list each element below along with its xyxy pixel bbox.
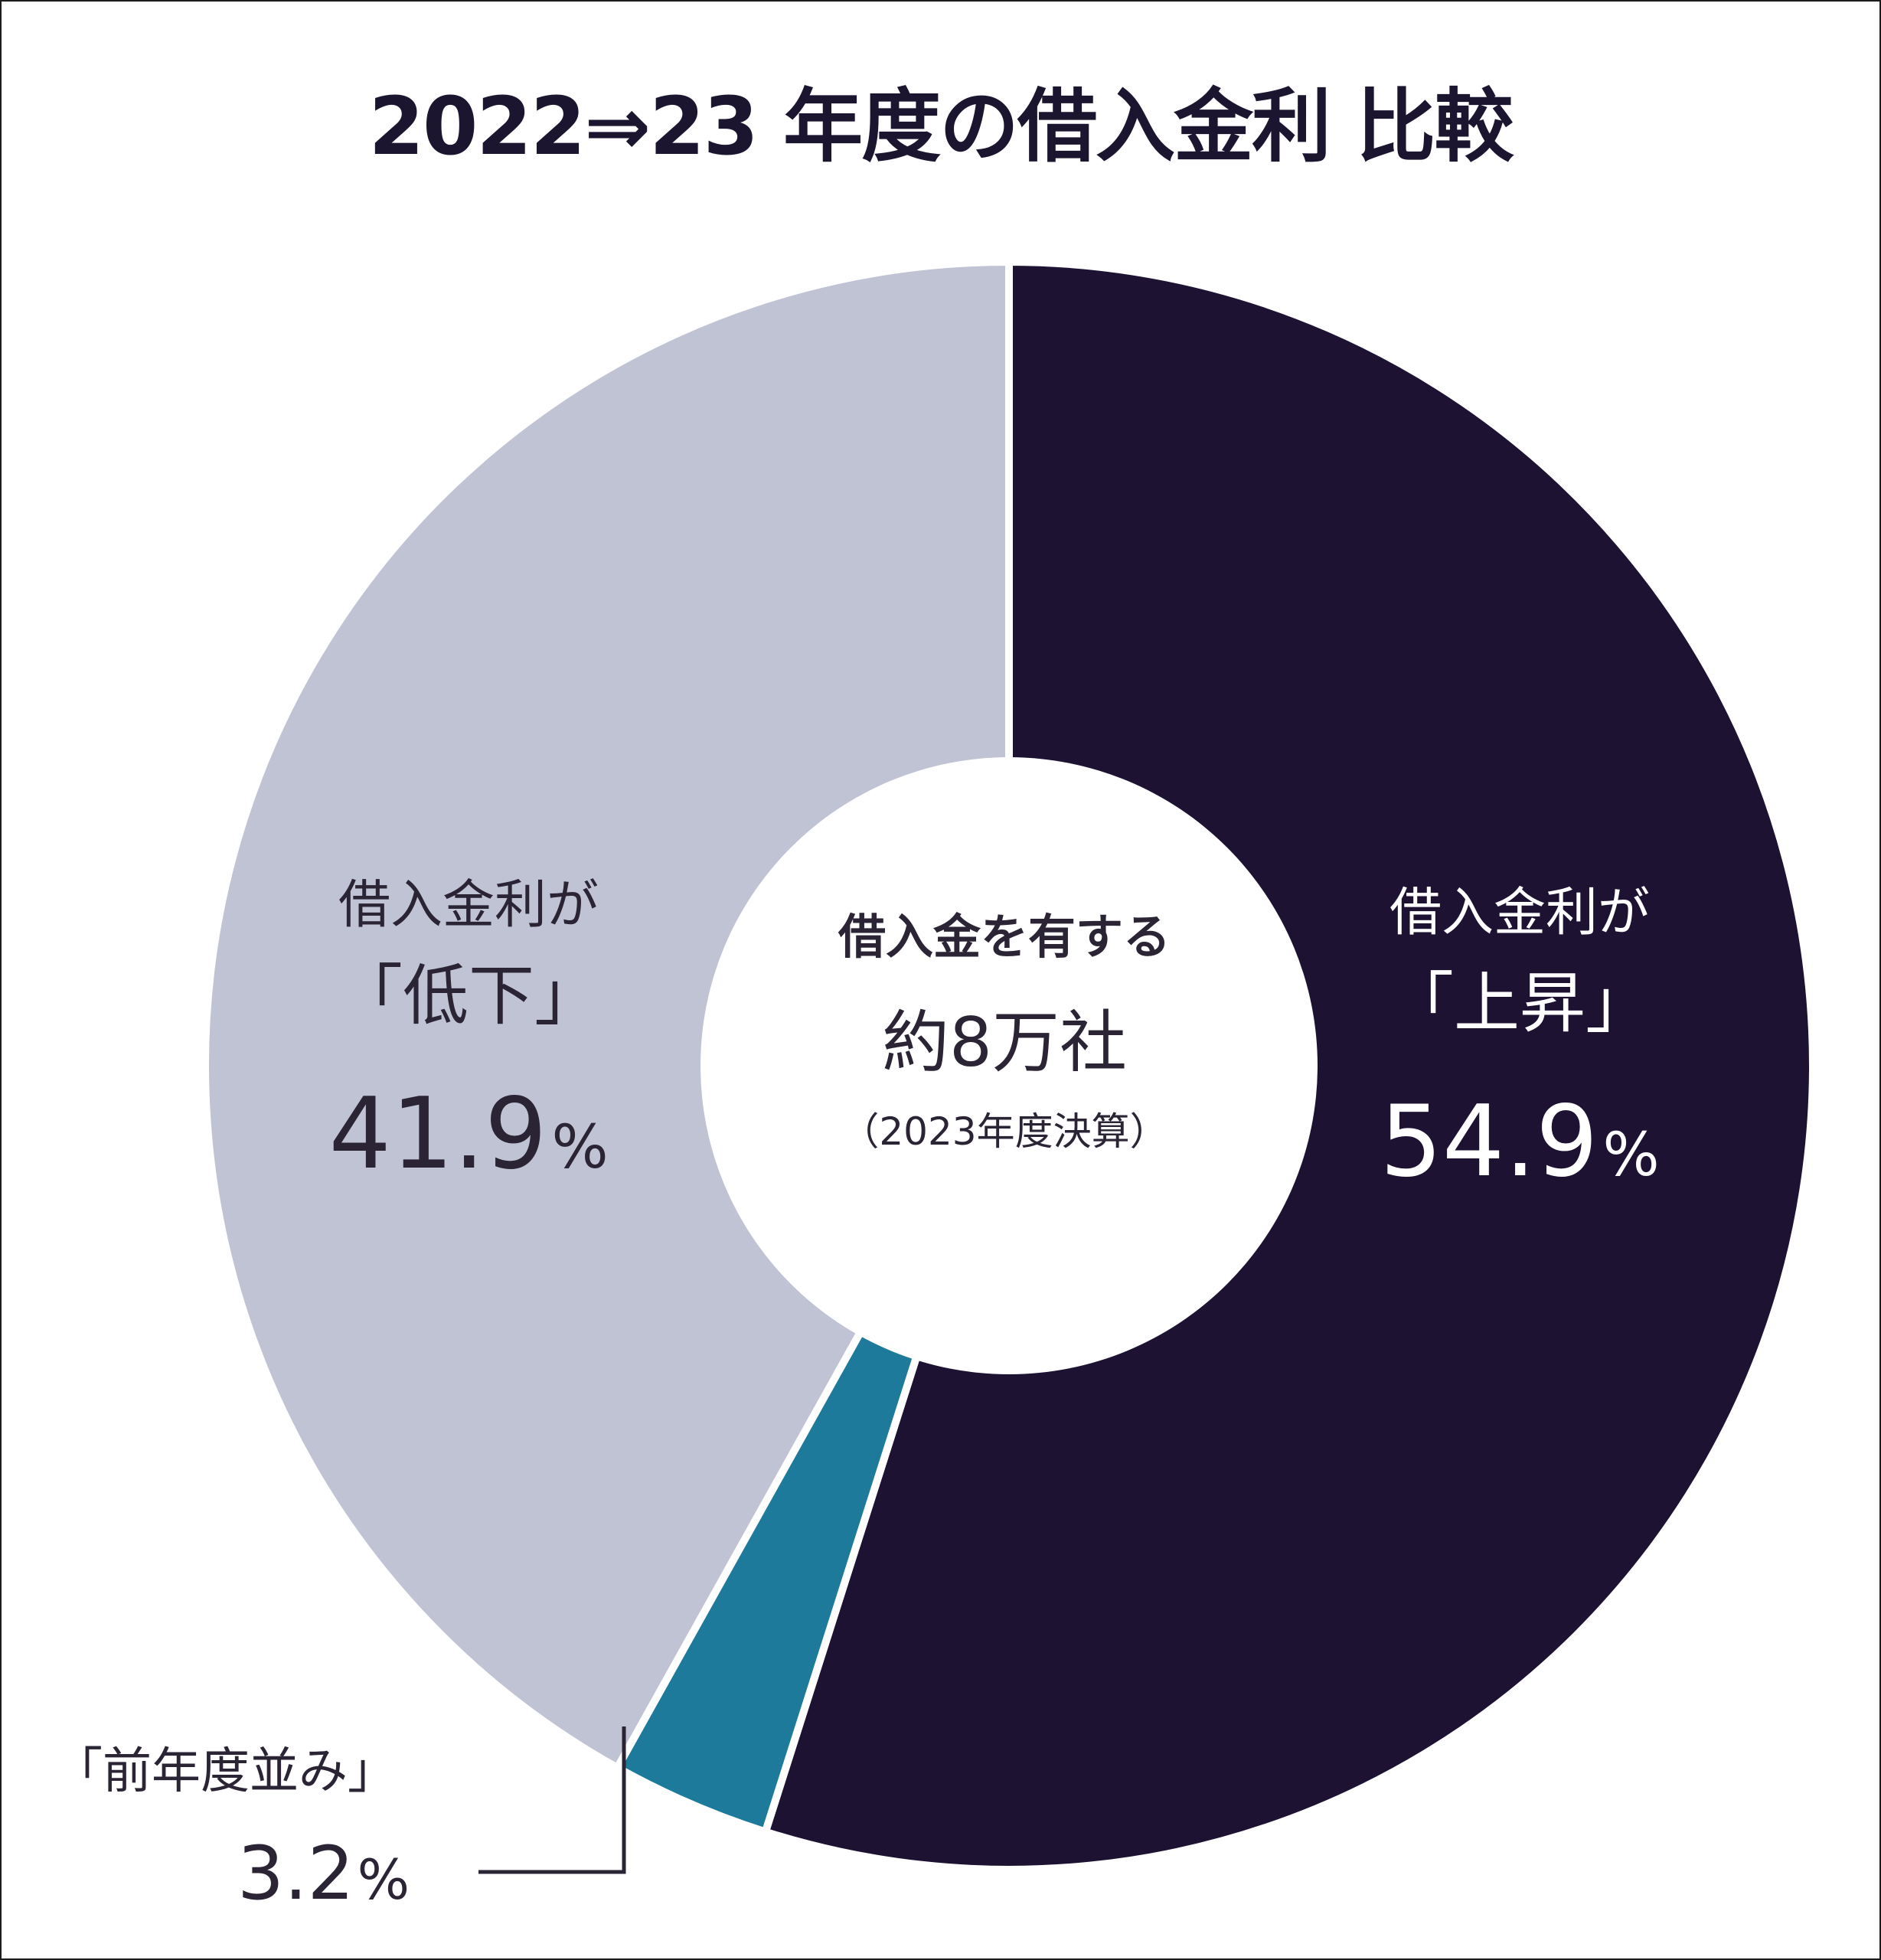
slice-label-rise-line1: 借入金利が: [1390, 883, 1650, 943]
slice-value-same-number: 3.2: [237, 1831, 354, 1916]
slice-label-fall-line1: 借入金利が: [338, 875, 599, 936]
slice-value-same: 3.2%: [237, 1831, 410, 1916]
pie-slices: [201, 258, 1817, 1873]
donut-hole: [700, 757, 1318, 1374]
slice-value-rise: 54.9%: [1380, 1085, 1659, 1199]
pie-slice-fall: [201, 258, 1013, 1772]
slice-value-fall-number: 41.9: [328, 1077, 547, 1191]
slice-value-fall: 41.9%: [328, 1077, 608, 1191]
center-label-line2: 約8万社: [882, 1003, 1127, 1082]
slice-label-rise-line2: 「上昇」: [1388, 965, 1651, 1042]
slice-value-rise-number: 54.9: [1380, 1085, 1598, 1199]
center-label-line1: 借入金を有する: [838, 909, 1171, 965]
center-label-line3: （2023年度決算）: [841, 1109, 1167, 1154]
slice-value-rise-unit: %: [1602, 1121, 1659, 1190]
slice-label-same-line1: 「前年度並み」: [54, 1743, 397, 1800]
chart-title: 2022⇒23 年度の借入金利 比較: [368, 80, 1514, 173]
slice-label-fall-line2: 「低下」: [337, 958, 600, 1034]
slice-value-fall-unit: %: [551, 1113, 608, 1182]
slice-leader-line-same: [478, 1726, 626, 1874]
slice-value-same-unit: %: [358, 1847, 410, 1912]
